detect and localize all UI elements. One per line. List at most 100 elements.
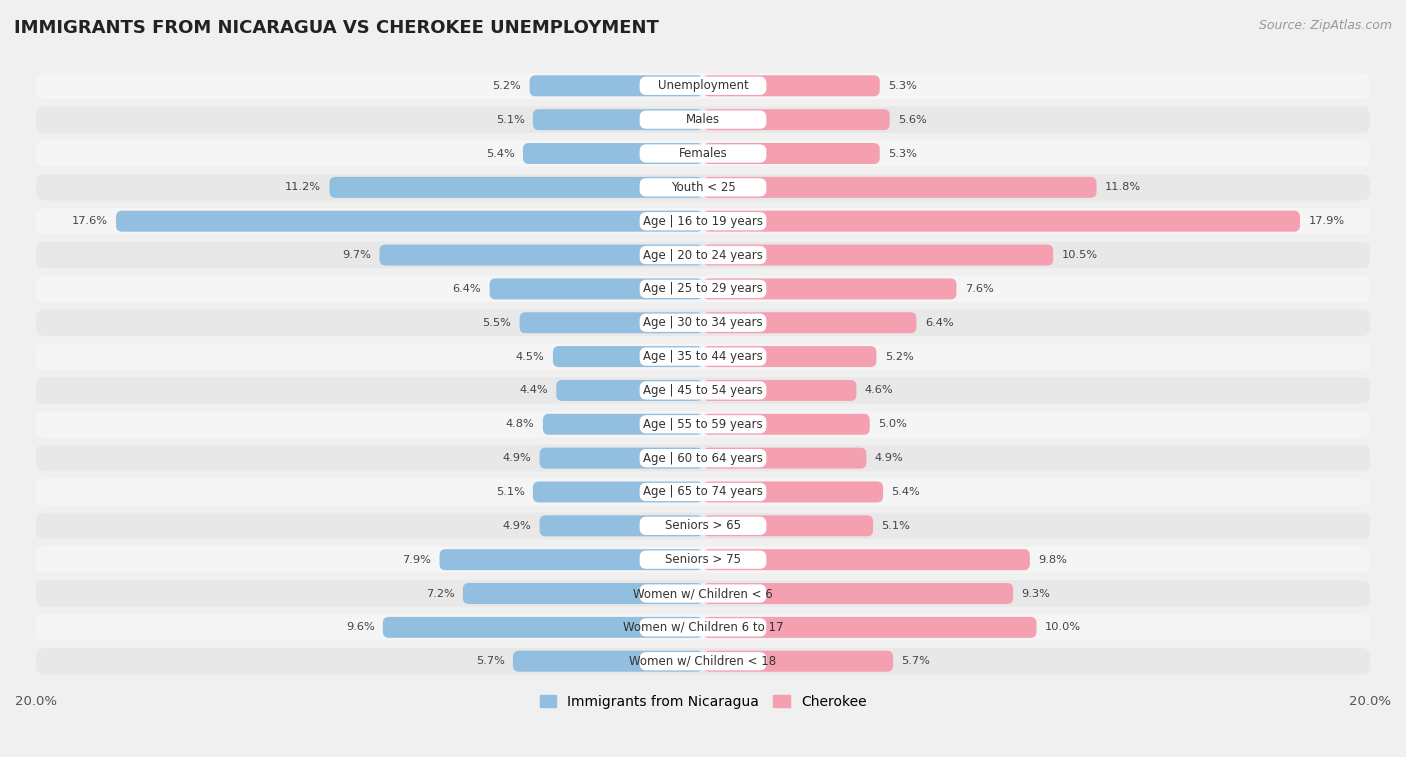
- Text: 9.6%: 9.6%: [346, 622, 374, 632]
- FancyBboxPatch shape: [703, 109, 890, 130]
- FancyBboxPatch shape: [703, 481, 883, 503]
- Text: 4.9%: 4.9%: [502, 521, 531, 531]
- FancyBboxPatch shape: [703, 177, 1097, 198]
- Text: Women w/ Children < 6: Women w/ Children < 6: [633, 587, 773, 600]
- FancyBboxPatch shape: [640, 212, 766, 230]
- Text: 5.6%: 5.6%: [898, 114, 927, 125]
- FancyBboxPatch shape: [37, 377, 1369, 403]
- Text: 5.3%: 5.3%: [889, 81, 917, 91]
- Text: Age | 30 to 34 years: Age | 30 to 34 years: [643, 316, 763, 329]
- Text: 11.8%: 11.8%: [1105, 182, 1142, 192]
- FancyBboxPatch shape: [37, 478, 1369, 505]
- FancyBboxPatch shape: [703, 617, 1036, 638]
- Text: 7.2%: 7.2%: [426, 588, 454, 599]
- Text: Unemployment: Unemployment: [658, 79, 748, 92]
- FancyBboxPatch shape: [37, 241, 1369, 268]
- Text: 9.7%: 9.7%: [342, 250, 371, 260]
- FancyBboxPatch shape: [463, 583, 703, 604]
- FancyBboxPatch shape: [37, 276, 1369, 302]
- FancyBboxPatch shape: [640, 517, 766, 535]
- FancyBboxPatch shape: [703, 245, 1053, 266]
- Text: Seniors > 65: Seniors > 65: [665, 519, 741, 532]
- FancyBboxPatch shape: [117, 210, 703, 232]
- FancyBboxPatch shape: [557, 380, 703, 401]
- FancyBboxPatch shape: [520, 312, 703, 333]
- FancyBboxPatch shape: [543, 414, 703, 435]
- FancyBboxPatch shape: [533, 109, 703, 130]
- Text: 7.6%: 7.6%: [965, 284, 994, 294]
- Text: 5.1%: 5.1%: [496, 114, 524, 125]
- FancyBboxPatch shape: [37, 208, 1369, 235]
- Text: 5.5%: 5.5%: [482, 318, 512, 328]
- Text: 5.7%: 5.7%: [901, 656, 931, 666]
- FancyBboxPatch shape: [703, 346, 876, 367]
- Text: Age | 60 to 64 years: Age | 60 to 64 years: [643, 452, 763, 465]
- Text: 4.9%: 4.9%: [502, 453, 531, 463]
- FancyBboxPatch shape: [523, 143, 703, 164]
- FancyBboxPatch shape: [380, 245, 703, 266]
- FancyBboxPatch shape: [382, 617, 703, 638]
- FancyBboxPatch shape: [37, 107, 1369, 133]
- FancyBboxPatch shape: [640, 382, 766, 400]
- FancyBboxPatch shape: [640, 584, 766, 603]
- FancyBboxPatch shape: [703, 447, 866, 469]
- Text: Males: Males: [686, 113, 720, 126]
- Text: 5.1%: 5.1%: [496, 487, 524, 497]
- Text: Women w/ Children 6 to 17: Women w/ Children 6 to 17: [623, 621, 783, 634]
- Text: Youth < 25: Youth < 25: [671, 181, 735, 194]
- Text: 5.4%: 5.4%: [486, 148, 515, 158]
- FancyBboxPatch shape: [640, 652, 766, 671]
- Text: Age | 35 to 44 years: Age | 35 to 44 years: [643, 350, 763, 363]
- Text: Age | 55 to 59 years: Age | 55 to 59 years: [643, 418, 763, 431]
- Text: Women w/ Children < 18: Women w/ Children < 18: [630, 655, 776, 668]
- Text: 5.2%: 5.2%: [884, 351, 914, 362]
- Text: 5.2%: 5.2%: [492, 81, 522, 91]
- FancyBboxPatch shape: [329, 177, 703, 198]
- FancyBboxPatch shape: [640, 145, 766, 163]
- FancyBboxPatch shape: [37, 344, 1369, 369]
- FancyBboxPatch shape: [703, 312, 917, 333]
- FancyBboxPatch shape: [37, 73, 1369, 99]
- FancyBboxPatch shape: [37, 648, 1369, 674]
- FancyBboxPatch shape: [703, 516, 873, 536]
- FancyBboxPatch shape: [640, 280, 766, 298]
- Text: 5.7%: 5.7%: [475, 656, 505, 666]
- FancyBboxPatch shape: [37, 140, 1369, 167]
- Text: Age | 16 to 19 years: Age | 16 to 19 years: [643, 215, 763, 228]
- FancyBboxPatch shape: [640, 246, 766, 264]
- Text: 9.8%: 9.8%: [1038, 555, 1067, 565]
- FancyBboxPatch shape: [540, 447, 703, 469]
- FancyBboxPatch shape: [640, 111, 766, 129]
- FancyBboxPatch shape: [37, 310, 1369, 336]
- FancyBboxPatch shape: [530, 75, 703, 96]
- FancyBboxPatch shape: [640, 550, 766, 569]
- Text: 11.2%: 11.2%: [285, 182, 321, 192]
- Text: Age | 25 to 29 years: Age | 25 to 29 years: [643, 282, 763, 295]
- FancyBboxPatch shape: [640, 618, 766, 637]
- FancyBboxPatch shape: [640, 483, 766, 501]
- Text: 7.9%: 7.9%: [402, 555, 432, 565]
- FancyBboxPatch shape: [703, 549, 1029, 570]
- FancyBboxPatch shape: [37, 581, 1369, 606]
- FancyBboxPatch shape: [37, 512, 1369, 539]
- Text: 6.4%: 6.4%: [453, 284, 481, 294]
- FancyBboxPatch shape: [703, 279, 956, 299]
- Text: 9.3%: 9.3%: [1022, 588, 1050, 599]
- FancyBboxPatch shape: [640, 449, 766, 467]
- FancyBboxPatch shape: [489, 279, 703, 299]
- FancyBboxPatch shape: [540, 516, 703, 536]
- Text: 4.6%: 4.6%: [865, 385, 893, 395]
- FancyBboxPatch shape: [37, 411, 1369, 438]
- Text: 10.0%: 10.0%: [1045, 622, 1081, 632]
- Text: 10.5%: 10.5%: [1062, 250, 1098, 260]
- FancyBboxPatch shape: [553, 346, 703, 367]
- FancyBboxPatch shape: [703, 210, 1301, 232]
- Text: 17.6%: 17.6%: [72, 217, 108, 226]
- FancyBboxPatch shape: [640, 313, 766, 332]
- Text: IMMIGRANTS FROM NICARAGUA VS CHEROKEE UNEMPLOYMENT: IMMIGRANTS FROM NICARAGUA VS CHEROKEE UN…: [14, 19, 659, 37]
- Text: 4.4%: 4.4%: [519, 385, 548, 395]
- Text: 5.3%: 5.3%: [889, 148, 917, 158]
- Text: 5.4%: 5.4%: [891, 487, 920, 497]
- FancyBboxPatch shape: [640, 415, 766, 434]
- Text: Females: Females: [679, 147, 727, 160]
